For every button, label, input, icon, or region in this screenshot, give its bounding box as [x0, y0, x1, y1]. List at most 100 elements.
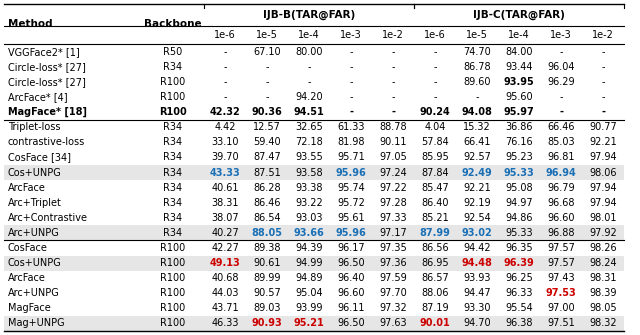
Text: 96.88: 96.88 — [547, 228, 575, 238]
Text: 66.41: 66.41 — [463, 137, 491, 147]
Text: 97.43: 97.43 — [547, 273, 575, 283]
Text: R100: R100 — [161, 92, 186, 102]
Text: 86.28: 86.28 — [253, 183, 281, 193]
Text: 97.59: 97.59 — [379, 273, 407, 283]
Text: R34: R34 — [163, 62, 182, 72]
Text: 92.21: 92.21 — [589, 137, 617, 147]
Text: 93.95: 93.95 — [504, 77, 534, 87]
Text: 96.60: 96.60 — [547, 213, 575, 223]
Text: 97.32: 97.32 — [379, 304, 407, 313]
Text: 97.51: 97.51 — [547, 319, 575, 328]
Text: 94.97: 94.97 — [505, 198, 533, 208]
Text: 76.16: 76.16 — [505, 137, 533, 147]
Text: 94.47: 94.47 — [463, 288, 491, 298]
Text: 97.63: 97.63 — [379, 319, 407, 328]
Text: -: - — [391, 107, 395, 117]
Text: 87.19: 87.19 — [421, 304, 449, 313]
Text: -: - — [433, 92, 436, 102]
Text: R34: R34 — [163, 152, 182, 162]
Text: -: - — [433, 77, 436, 87]
Text: R50: R50 — [163, 47, 182, 57]
Text: 97.94: 97.94 — [589, 152, 617, 162]
Text: -: - — [265, 92, 269, 102]
Text: -: - — [601, 47, 605, 57]
Text: 36.86: 36.86 — [505, 122, 532, 132]
Text: 40.61: 40.61 — [211, 183, 239, 193]
Text: 61.33: 61.33 — [337, 122, 365, 132]
Text: 95.33: 95.33 — [505, 228, 533, 238]
Text: 86.46: 86.46 — [253, 198, 281, 208]
Text: Backbone: Backbone — [144, 19, 202, 29]
Text: -: - — [601, 77, 605, 87]
Text: 96.35: 96.35 — [505, 243, 533, 253]
Text: -: - — [559, 107, 563, 117]
Text: -: - — [433, 62, 436, 72]
Text: Triplet-loss: Triplet-loss — [8, 122, 61, 132]
Text: -: - — [601, 107, 605, 117]
Text: -: - — [265, 62, 269, 72]
Text: 94.70: 94.70 — [463, 319, 491, 328]
Text: 92.57: 92.57 — [463, 152, 491, 162]
Text: 93.55: 93.55 — [295, 152, 323, 162]
Text: -: - — [391, 62, 395, 72]
Text: 86.40: 86.40 — [421, 198, 449, 208]
Text: 15.32: 15.32 — [463, 122, 491, 132]
Text: 97.22: 97.22 — [379, 183, 407, 193]
Text: Arc+UNPG: Arc+UNPG — [8, 288, 60, 298]
Text: 86.95: 86.95 — [421, 258, 449, 268]
Text: 87.51: 87.51 — [253, 168, 281, 178]
Text: 40.27: 40.27 — [211, 228, 239, 238]
Text: 89.99: 89.99 — [253, 273, 281, 283]
Text: 97.33: 97.33 — [379, 213, 407, 223]
Text: 86.57: 86.57 — [421, 273, 449, 283]
Text: 4.42: 4.42 — [214, 122, 236, 132]
Text: 85.21: 85.21 — [421, 213, 449, 223]
Text: R100: R100 — [161, 273, 186, 283]
Text: 95.74: 95.74 — [337, 183, 365, 193]
Text: 95.97: 95.97 — [504, 107, 534, 117]
Text: 86.78: 86.78 — [463, 62, 491, 72]
Text: 98.32: 98.32 — [589, 319, 617, 328]
Text: 97.36: 97.36 — [379, 258, 407, 268]
Text: ArcFace* [4]: ArcFace* [4] — [8, 92, 68, 102]
Text: 95.96: 95.96 — [335, 168, 366, 178]
Text: Arc+UNPG: Arc+UNPG — [8, 228, 60, 238]
Text: IJB-B(TAR@FAR): IJB-B(TAR@FAR) — [263, 10, 355, 20]
Text: R100: R100 — [161, 319, 186, 328]
Text: 90.24: 90.24 — [420, 107, 451, 117]
Text: 92.54: 92.54 — [463, 213, 491, 223]
Text: 92.49: 92.49 — [461, 168, 492, 178]
Text: 90.01: 90.01 — [420, 319, 451, 328]
Text: 57.84: 57.84 — [421, 137, 449, 147]
Text: 95.33: 95.33 — [504, 168, 534, 178]
Text: -: - — [223, 77, 227, 87]
Text: VGGFace2* [1]: VGGFace2* [1] — [8, 47, 80, 57]
Text: 87.84: 87.84 — [421, 168, 449, 178]
Text: 87.99: 87.99 — [420, 228, 451, 238]
Text: 96.33: 96.33 — [505, 288, 532, 298]
Text: 98.01: 98.01 — [589, 213, 617, 223]
Text: 90.57: 90.57 — [253, 288, 281, 298]
Text: 98.39: 98.39 — [589, 288, 617, 298]
Text: 94.08: 94.08 — [461, 107, 492, 117]
Text: 43.71: 43.71 — [211, 304, 239, 313]
Text: 67.10: 67.10 — [253, 47, 281, 57]
Text: Mag+UNPG: Mag+UNPG — [8, 319, 65, 328]
Text: R100: R100 — [161, 243, 186, 253]
Text: 66.46: 66.46 — [547, 122, 575, 132]
Text: 1e-2: 1e-2 — [592, 30, 614, 40]
Text: Method: Method — [8, 19, 52, 29]
Text: Arc+Contrastive: Arc+Contrastive — [8, 213, 88, 223]
Text: 94.99: 94.99 — [295, 258, 323, 268]
Text: 97.92: 97.92 — [589, 228, 617, 238]
Text: 97.17: 97.17 — [379, 228, 407, 238]
Text: 86.54: 86.54 — [253, 213, 281, 223]
Text: 93.30: 93.30 — [463, 304, 491, 313]
Text: 1e-6: 1e-6 — [214, 30, 236, 40]
Text: -: - — [307, 62, 311, 72]
Text: 93.44: 93.44 — [505, 62, 532, 72]
Text: 42.32: 42.32 — [210, 107, 241, 117]
Text: 89.38: 89.38 — [253, 243, 281, 253]
Text: 93.99: 93.99 — [295, 304, 323, 313]
Text: 39.70: 39.70 — [211, 152, 239, 162]
